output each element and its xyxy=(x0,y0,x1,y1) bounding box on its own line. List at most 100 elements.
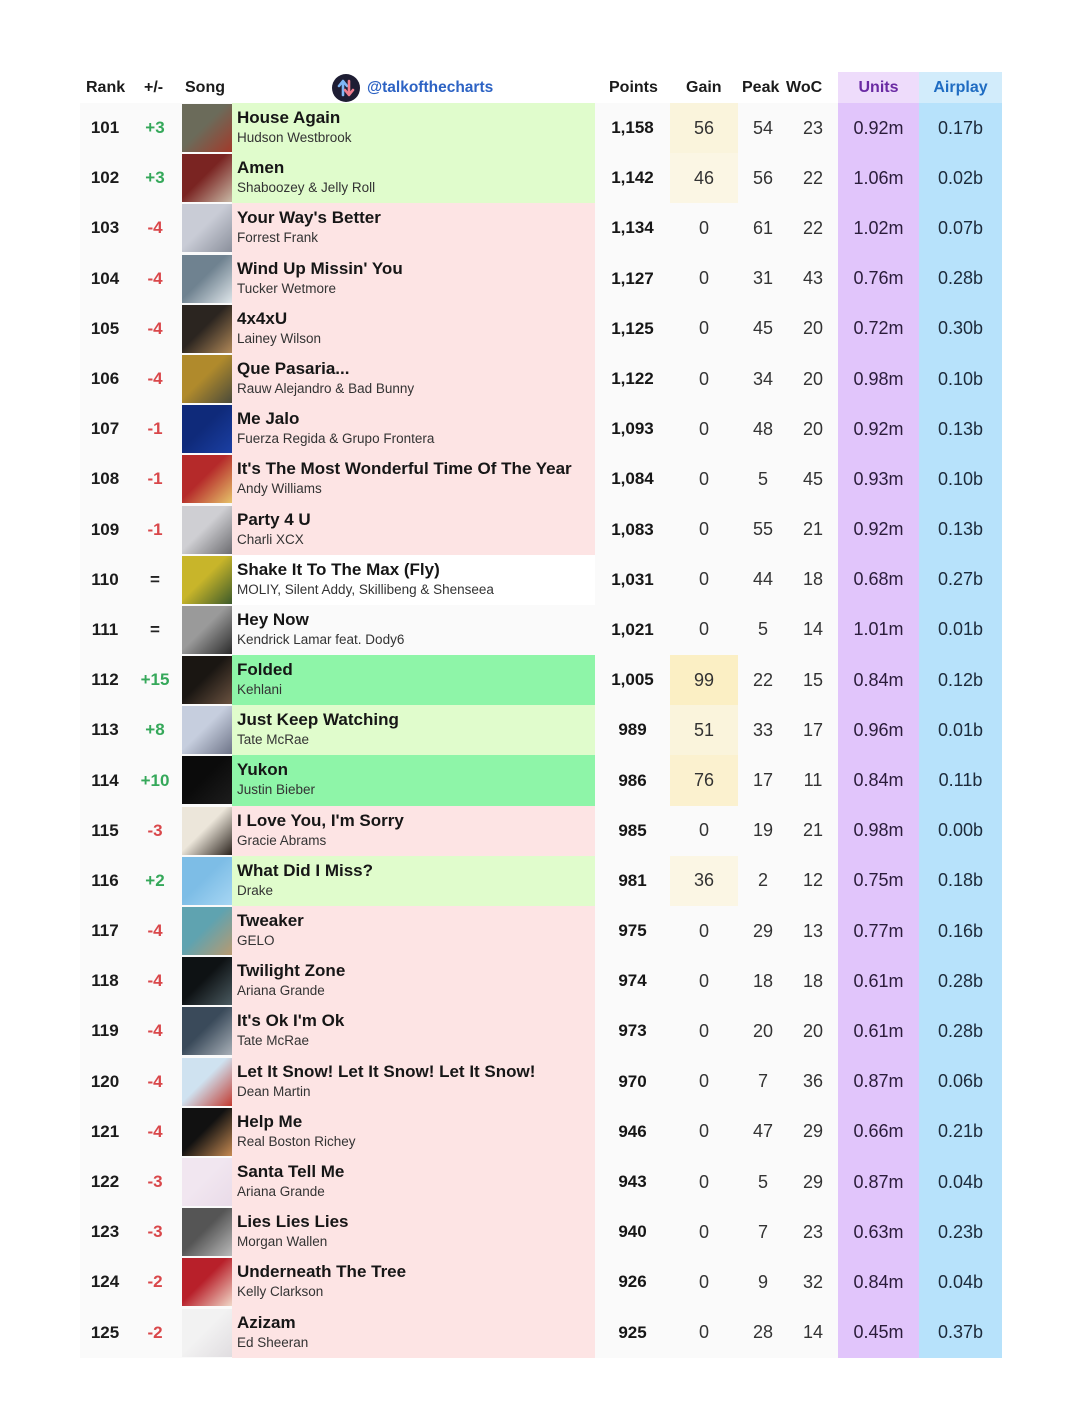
table-row[interactable]: 117 -4 Tweaker GELO 975 0 29 13 0.77m 0.16b xyxy=(80,906,1002,957)
points: 986 xyxy=(618,770,647,790)
table-row[interactable]: 121 -4 Help Me Real Boston Richey 946 0 47 29 0.… xyxy=(80,1106,1002,1157)
brand[interactable]: @talkofthecharts xyxy=(332,73,493,103)
airplay: 0.01b xyxy=(919,705,1002,756)
weeks-on-chart: 20 xyxy=(802,368,824,389)
album-art-thumbnail[interactable] xyxy=(182,555,232,604)
song-cell[interactable]: Party 4 U Charli XCX xyxy=(232,504,595,555)
position-change: -4 xyxy=(147,268,163,288)
position-change: -1 xyxy=(147,519,163,539)
song-cell[interactable]: Twilight Zone Ariana Grande xyxy=(232,956,595,1007)
album-art-thumbnail[interactable] xyxy=(182,806,232,855)
album-art-thumbnail[interactable] xyxy=(182,1157,232,1206)
song-cell[interactable]: Your Way's Better Forrest Frank xyxy=(232,203,595,254)
album-art-thumbnail[interactable] xyxy=(182,204,232,253)
weeks-on-chart: 21 xyxy=(802,820,824,841)
table-row[interactable]: 109 -1 Party 4 U Charli XCX 1,083 0 55 21 0.92m 0… xyxy=(80,504,1002,555)
album-art-thumbnail[interactable] xyxy=(182,907,232,955)
song-cell[interactable]: Folded Kehlani xyxy=(232,655,595,706)
song-cell[interactable]: Wind Up Missin' You Tucker Wetmore xyxy=(232,253,595,304)
table-row[interactable]: 122 -3 Santa Tell Me Ariana Grande 943 0 5 29 0.… xyxy=(80,1156,1002,1208)
rank: 113 xyxy=(91,720,119,740)
weeks-on-chart: 36 xyxy=(802,1071,824,1092)
album-art-thumbnail[interactable] xyxy=(182,706,232,755)
song-cell[interactable]: What Did I Miss? Drake xyxy=(232,855,595,906)
peak: 5 xyxy=(757,468,768,489)
song-cell[interactable]: Yukon Justin Bieber xyxy=(232,755,595,806)
table-row[interactable]: 108 -1 It's The Most Wonderful Time Of The… xyxy=(80,454,1002,505)
album-art-thumbnail[interactable] xyxy=(182,1208,232,1257)
song-cell[interactable]: Help Me Real Boston Richey xyxy=(232,1106,595,1157)
rank: 121 xyxy=(90,1121,120,1141)
album-art-thumbnail[interactable] xyxy=(182,1007,232,1056)
table-row[interactable]: 103 -4 Your Way's Better Forrest Frank 1,134… xyxy=(80,203,1002,254)
peak: 29 xyxy=(752,920,774,941)
song-cell[interactable]: Shake It To The Max (Fly) MOLIY, Silent A… xyxy=(232,554,595,605)
song-artist: Drake xyxy=(237,882,274,898)
song-cell[interactable]: Underneath The Tree Kelly Clarkson xyxy=(232,1257,595,1308)
album-art-thumbnail[interactable] xyxy=(182,756,232,805)
album-art-thumbnail[interactable] xyxy=(182,104,232,152)
table-row[interactable]: 104 -4 Wind Up Missin' You Tucker Wetmore 1,… xyxy=(80,253,1002,304)
rank: 102 xyxy=(90,168,120,188)
units: 0.98m xyxy=(838,805,919,856)
table-row[interactable]: 118 -4 Twilight Zone Ariana Grande 974 0 18 18 0… xyxy=(80,956,1002,1007)
album-art-thumbnail[interactable] xyxy=(182,1258,232,1307)
song-cell[interactable]: Let It Snow! Let It Snow! Let It Snow! De… xyxy=(232,1056,595,1107)
song-cell[interactable]: Santa Tell Me Ariana Grande xyxy=(232,1156,595,1208)
song-cell[interactable]: Me Jalo Fuerza Regida & Grupo Frontera xyxy=(232,404,595,455)
table-row[interactable]: 119 -4 It's Ok I'm Ok Tate McRae 973 0 20 20 0.6… xyxy=(80,1006,1002,1057)
album-art-thumbnail[interactable] xyxy=(182,154,232,203)
album-art-thumbnail[interactable] xyxy=(182,304,232,353)
table-row[interactable]: 102 +3 Amen Shaboozey & Jelly Roll 1,142 46 56… xyxy=(80,153,1002,204)
album-art-thumbnail[interactable] xyxy=(182,1107,232,1156)
table-row[interactable]: 106 -4 Que Pasaria... Rauw Alejandro & Bad … xyxy=(80,353,1002,405)
position-change: -4 xyxy=(147,1121,163,1141)
peak: 17 xyxy=(752,770,774,791)
table-row[interactable]: 110 = Shake It To The Max (Fly) MOLIY, Sile… xyxy=(80,554,1002,605)
album-art-thumbnail[interactable] xyxy=(182,957,232,1006)
table-row[interactable]: 107 -1 Me Jalo Fuerza Regida & Grupo Fronte… xyxy=(80,404,1002,455)
airplay: 0.01b xyxy=(919,604,1002,656)
song-cell[interactable]: Tweaker GELO xyxy=(232,906,595,957)
album-art-thumbnail[interactable] xyxy=(182,605,232,654)
song-cell[interactable]: It's The Most Wonderful Time Of The Year… xyxy=(232,454,595,505)
album-art-thumbnail[interactable] xyxy=(182,856,232,905)
song-cell[interactable]: House Again Hudson Westbrook xyxy=(232,103,595,154)
table-row[interactable]: 116 +2 What Did I Miss? Drake 981 36 2 12 0.75m 0… xyxy=(80,855,1002,906)
airplay: 0.27b xyxy=(919,554,1002,605)
rank: 110 xyxy=(91,569,119,589)
position-change: +3 xyxy=(145,118,165,138)
song-cell[interactable]: 4x4xU Lainey Wilson xyxy=(232,303,595,354)
table-row[interactable]: 115 -3 I Love You, I'm Sorry Gracie Abrams 9… xyxy=(80,805,1002,856)
album-art-thumbnail[interactable] xyxy=(182,505,232,554)
album-art-thumbnail[interactable] xyxy=(182,455,232,504)
song-title: Hey Now xyxy=(237,609,309,629)
song-cell[interactable]: Just Keep Watching Tate McRae xyxy=(232,705,595,756)
song-cell[interactable]: Que Pasaria... Rauw Alejandro & Bad Bunny xyxy=(232,353,595,405)
album-art-thumbnail[interactable] xyxy=(182,1057,232,1106)
song-cell[interactable]: Lies Lies Lies Morgan Wallen xyxy=(232,1207,595,1258)
table-row[interactable]: 111 = Hey Now Kendrick Lamar feat. Dody6 1,0… xyxy=(80,604,1002,656)
album-art-thumbnail[interactable] xyxy=(182,354,232,403)
table-row[interactable]: 101 +3 House Again Hudson Westbrook 1,158 56 5… xyxy=(80,103,1002,154)
table-row[interactable]: 112 +15 Folded Kehlani 1,005 99 22 15 0.84m 0.12b xyxy=(80,655,1002,706)
song-cell[interactable]: Azizam Ed Sheeran xyxy=(232,1307,595,1358)
album-art-thumbnail[interactable] xyxy=(182,656,232,705)
table-row[interactable]: 105 -4 4x4xU Lainey Wilson 1,125 0 45 20 0.72m 0.… xyxy=(80,303,1002,354)
song-cell[interactable]: It's Ok I'm Ok Tate McRae xyxy=(232,1006,595,1057)
album-art-thumbnail[interactable] xyxy=(182,405,232,454)
table-row[interactable]: 120 -4 Let It Snow! Let It Snow! Let It Sn… xyxy=(80,1056,1002,1107)
table-row[interactable]: 114 +10 Yukon Justin Bieber 986 76 17 11 0.84m 0.… xyxy=(80,755,1002,806)
table-row[interactable]: 124 -2 Underneath The Tree Kelly Clarkson 92… xyxy=(80,1257,1002,1308)
song-title: Santa Tell Me xyxy=(237,1161,345,1181)
song-cell[interactable]: Amen Shaboozey & Jelly Roll xyxy=(232,153,595,204)
table-row[interactable]: 113 +8 Just Keep Watching Tate McRae 989 51 33… xyxy=(80,705,1002,756)
table-row[interactable]: 125 -2 Azizam Ed Sheeran 925 0 28 14 0.45m 0.37b xyxy=(80,1307,1002,1358)
song-cell[interactable]: I Love You, I'm Sorry Gracie Abrams xyxy=(232,805,595,856)
units: 0.72m xyxy=(838,303,919,354)
table-row[interactable]: 123 -3 Lies Lies Lies Morgan Wallen 940 0 7 23 0… xyxy=(80,1207,1002,1258)
song-cell[interactable]: Hey Now Kendrick Lamar feat. Dody6 xyxy=(232,605,595,655)
airplay: 0.00b xyxy=(919,805,1002,856)
album-art-thumbnail[interactable] xyxy=(182,254,232,303)
album-art-thumbnail[interactable] xyxy=(182,1308,232,1357)
